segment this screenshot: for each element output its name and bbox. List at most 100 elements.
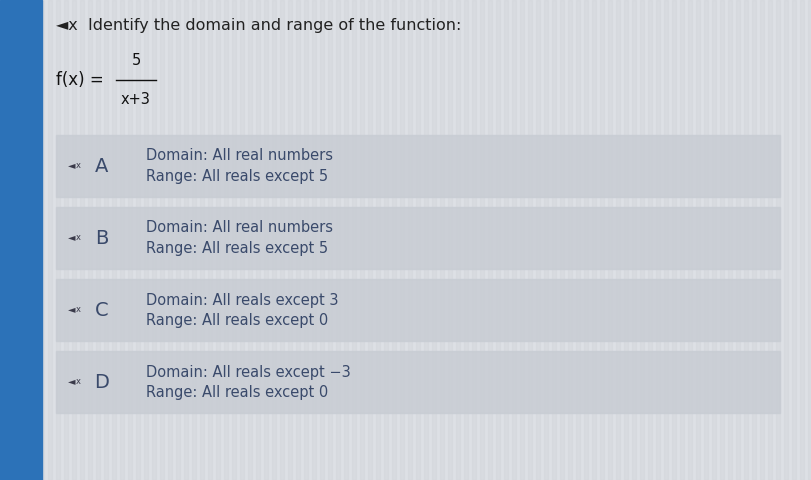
Bar: [568, 0, 572, 480]
Bar: [680, 0, 684, 480]
Text: Range: All reals except 5: Range: All reals except 5: [146, 169, 328, 184]
Bar: [696, 0, 700, 480]
Bar: [344, 0, 348, 480]
Bar: [248, 0, 252, 480]
Text: B: B: [96, 228, 109, 248]
Bar: [496, 0, 500, 480]
Bar: [312, 0, 316, 480]
Text: Domain: All reals except 3: Domain: All reals except 3: [146, 292, 338, 308]
Text: ◄: ◄: [68, 232, 75, 242]
Bar: [456, 0, 460, 480]
Text: x: x: [75, 304, 80, 313]
Bar: [640, 0, 644, 480]
Bar: [784, 0, 788, 480]
Bar: [256, 0, 260, 480]
Bar: [280, 0, 284, 480]
Bar: [56, 279, 780, 341]
Text: D: D: [95, 372, 109, 392]
Bar: [320, 0, 324, 480]
Bar: [56, 207, 780, 269]
Text: x: x: [75, 232, 80, 241]
Bar: [32, 0, 36, 480]
Text: Range: All reals except 0: Range: All reals except 0: [146, 313, 328, 328]
Text: Range: All reals except 5: Range: All reals except 5: [146, 241, 328, 256]
Bar: [712, 0, 716, 480]
Bar: [664, 0, 668, 480]
Bar: [552, 0, 556, 480]
Bar: [648, 0, 652, 480]
Bar: [672, 0, 676, 480]
Bar: [88, 0, 92, 480]
Bar: [656, 0, 660, 480]
Bar: [424, 0, 428, 480]
Bar: [448, 0, 452, 480]
Text: ◄: ◄: [68, 304, 75, 314]
Text: Range: All reals except 0: Range: All reals except 0: [146, 385, 328, 400]
Bar: [328, 0, 332, 480]
Bar: [432, 0, 436, 480]
Bar: [208, 0, 212, 480]
Bar: [360, 0, 364, 480]
Bar: [240, 0, 244, 480]
Text: ◄x  Identify the domain and range of the function:: ◄x Identify the domain and range of the …: [56, 18, 461, 33]
Bar: [800, 0, 804, 480]
Bar: [536, 0, 540, 480]
Bar: [80, 0, 84, 480]
Bar: [528, 0, 532, 480]
Bar: [368, 0, 372, 480]
Bar: [112, 0, 116, 480]
Bar: [144, 0, 148, 480]
Bar: [184, 0, 188, 480]
Bar: [704, 0, 708, 480]
Bar: [304, 0, 308, 480]
Bar: [152, 0, 156, 480]
Text: Domain: All real numbers: Domain: All real numbers: [146, 148, 333, 164]
Bar: [600, 0, 604, 480]
Bar: [56, 351, 780, 413]
Bar: [744, 0, 748, 480]
Bar: [592, 0, 596, 480]
Bar: [512, 0, 516, 480]
Bar: [720, 0, 724, 480]
Bar: [176, 0, 180, 480]
Bar: [728, 0, 732, 480]
Text: f(x) =: f(x) =: [56, 71, 109, 89]
Text: ◄: ◄: [68, 376, 75, 386]
Bar: [0, 0, 42, 480]
Bar: [688, 0, 692, 480]
Bar: [544, 0, 548, 480]
Text: x: x: [75, 376, 80, 385]
Bar: [96, 0, 100, 480]
Bar: [64, 0, 68, 480]
Text: 5: 5: [131, 53, 140, 68]
Bar: [464, 0, 468, 480]
Bar: [352, 0, 356, 480]
Bar: [200, 0, 204, 480]
Bar: [376, 0, 380, 480]
Bar: [632, 0, 636, 480]
Bar: [480, 0, 484, 480]
Bar: [120, 0, 124, 480]
Bar: [128, 0, 132, 480]
Bar: [760, 0, 764, 480]
Bar: [16, 0, 20, 480]
Bar: [168, 0, 172, 480]
Bar: [136, 0, 140, 480]
Text: A: A: [96, 156, 109, 176]
Bar: [296, 0, 300, 480]
Bar: [624, 0, 628, 480]
Bar: [768, 0, 772, 480]
Bar: [504, 0, 508, 480]
Text: Domain: All real numbers: Domain: All real numbers: [146, 220, 333, 236]
Bar: [160, 0, 164, 480]
Bar: [216, 0, 220, 480]
Text: x: x: [75, 160, 80, 169]
Bar: [56, 0, 60, 480]
Bar: [384, 0, 388, 480]
Bar: [8, 0, 12, 480]
Bar: [616, 0, 620, 480]
Bar: [392, 0, 396, 480]
Bar: [776, 0, 780, 480]
Bar: [736, 0, 740, 480]
Bar: [40, 0, 44, 480]
